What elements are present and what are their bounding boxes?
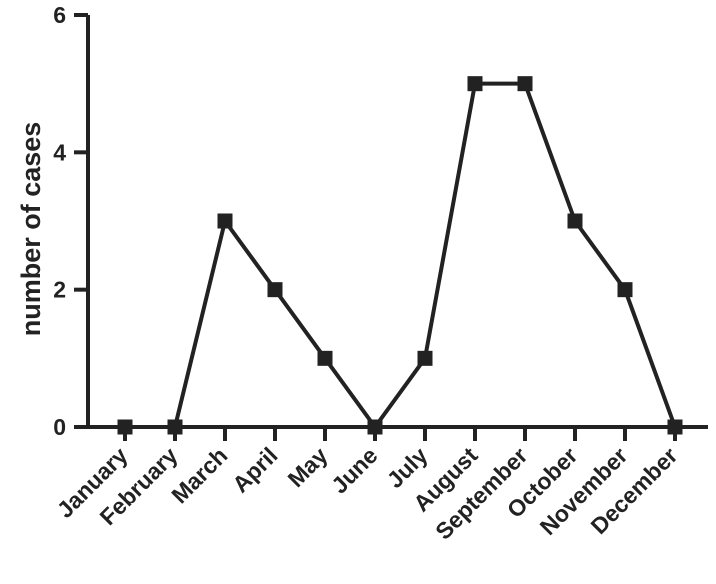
data-point <box>667 419 683 435</box>
data-point <box>617 282 633 298</box>
series-line <box>125 81 677 429</box>
plot-area <box>117 76 683 435</box>
y-tick-label: 6 <box>53 2 66 28</box>
y-ticks: 0 2 4 6 <box>53 2 88 440</box>
data-point <box>367 419 383 435</box>
data-point <box>267 282 283 298</box>
data-point <box>517 76 533 92</box>
data-markers <box>117 76 683 435</box>
x-tick-label: March <box>166 442 232 508</box>
y-axis: 0 2 4 6 number of cases <box>16 2 90 440</box>
x-tick-label: May <box>283 442 333 492</box>
data-point <box>217 213 233 229</box>
data-point <box>117 419 133 435</box>
data-point <box>317 350 333 366</box>
x-tick-label: April <box>227 442 282 497</box>
y-tick-label: 0 <box>53 414 66 440</box>
data-point <box>417 350 433 366</box>
y-tick-label: 2 <box>53 277 66 303</box>
y-tick-label: 4 <box>53 139 66 165</box>
x-tick-label: June <box>326 442 382 498</box>
y-axis-title: number of cases <box>16 122 46 337</box>
data-point <box>567 213 583 229</box>
data-point <box>167 419 183 435</box>
data-point <box>467 76 483 92</box>
